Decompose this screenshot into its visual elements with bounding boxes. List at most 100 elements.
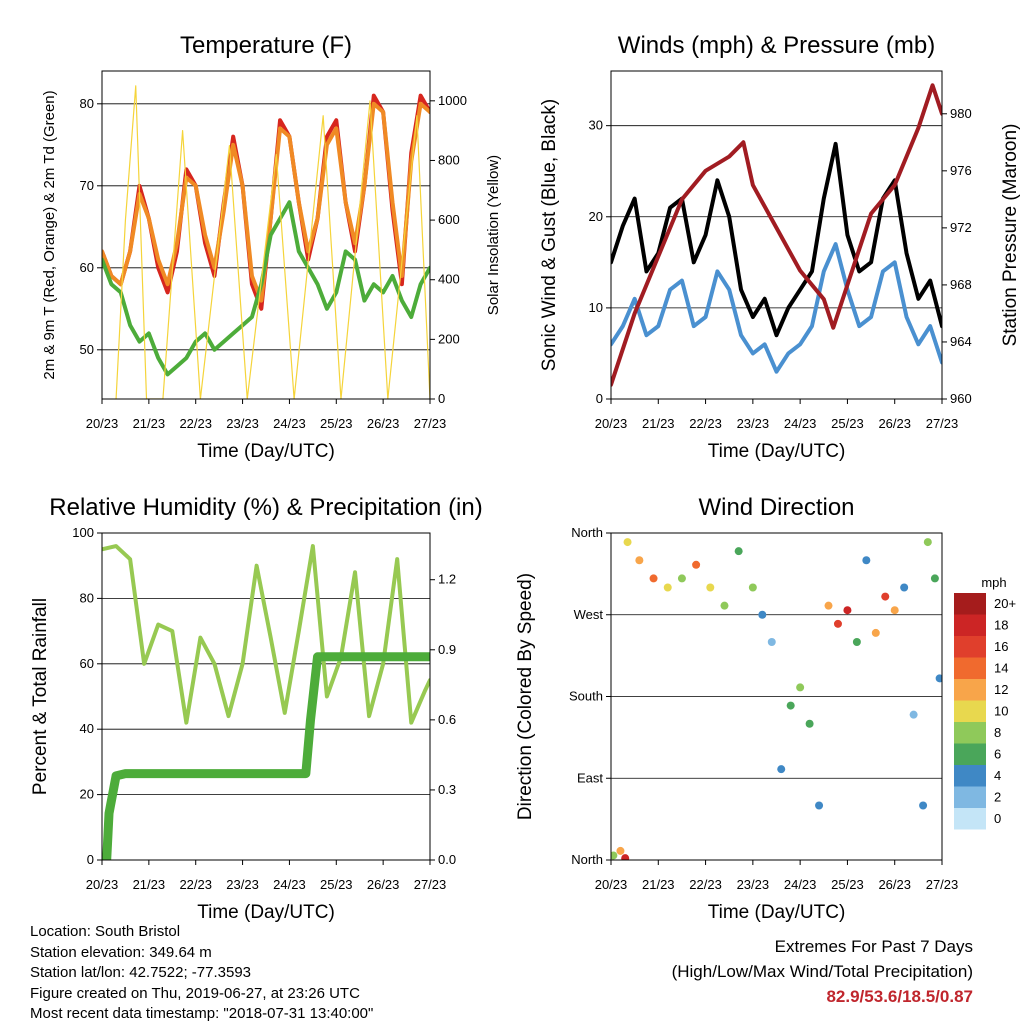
direction-point [815,801,824,810]
direction-point [786,701,795,710]
x-tick-label: 27/23 [414,416,447,431]
extremes-box: Extremes For Past 7 Days (High/Low/Max W… [672,934,973,1009]
y-tick-label: West [574,607,604,622]
y-tick-label: 0 [87,852,94,867]
x-tick-label: 24/23 [273,416,306,431]
direction-point [843,606,852,615]
direction-point [923,538,932,547]
legend-swatch [954,614,986,636]
y-tick-label: 20 [589,209,603,224]
x-tick-label: 22/23 [689,877,722,892]
series-group [611,83,942,387]
chart-panel-1: Winds (mph) & Pressure (mb) 0 10 20 30 960 964… [539,32,1021,462]
chart-title: Wind Direction [698,494,854,521]
y2-axis-label: Station Pressure (Maroon) [1000,124,1021,347]
x-tick-label: 20/23 [86,416,119,431]
x-tick-label: 23/23 [737,877,770,892]
y2-tick-label: 200 [438,331,460,346]
chart-panel-2: Relative Humidity (%) & Precipitation (i… [30,494,483,923]
y-tick-label: 30 [589,118,603,133]
direction-point [692,560,701,569]
x-tick-label: 26/23 [878,877,911,892]
x-tick-label: 21/23 [133,877,166,892]
x-tick-label: 23/23 [226,877,259,892]
direction-point [677,574,686,583]
y-axis-label: 2m & 9m T (Red, Orange) & 2m Td (Green) [41,90,58,379]
legend-label: 4 [994,768,1001,783]
series-line-2 [102,200,430,377]
station-location: Location: South Bristol [30,923,181,940]
x-axis-label: Time (Day/UTC) [197,441,335,462]
x-axis-label: Time (Day/UTC) [708,441,846,462]
extremes-subtitle: (High/Low/Max Wind/Total Precipitation) [671,962,973,981]
y-tick-label: 60 [80,260,94,275]
direction-point [881,592,890,601]
direction-point [862,556,871,565]
series-line-0 [102,544,430,725]
chart-title: Relative Humidity (%) & Precipitation (i… [49,494,482,521]
y2-tick-label: 976 [950,163,972,178]
extremes-values: 82.9/53.6/18.5/0.87 [826,987,973,1006]
series-line-2 [611,83,942,387]
y-tick-label: 10 [589,300,603,315]
legend-label: 8 [994,725,1001,740]
extremes-title: Extremes For Past 7 Days [774,937,973,956]
series-line-1 [102,652,430,860]
legend-swatch [954,765,986,787]
direction-point [930,574,939,583]
y2-tick-label: 0.9 [438,642,456,657]
direction-point [909,710,918,719]
direction-point [805,719,814,728]
x-tick-label: 23/23 [737,416,770,431]
x-tick-label: 21/23 [133,416,166,431]
x-tick-label: 25/23 [320,877,353,892]
y-tick-label: 70 [80,178,94,193]
plot-frame [101,532,431,861]
y2-tick-label: 0 [438,391,445,406]
direction-point [767,638,776,646]
direction-point [833,619,842,628]
x-tick-label: 25/23 [831,416,864,431]
y2-tick-label: 800 [438,152,460,167]
y-tick-label: 0 [596,391,603,406]
figure-created: Figure created on Thu, 2019-06-27, at 23… [30,984,360,1002]
x-tick-label: 20/23 [86,877,119,892]
direction-point [635,556,644,565]
direction-point [611,851,618,860]
legend-swatch [954,722,986,744]
direction-point [649,574,658,583]
direction-point [777,765,786,774]
y2-axis-label: Solar Insolation (Yellow) [485,155,502,315]
x-tick-label: 25/23 [831,877,864,892]
legend-label: 18 [994,618,1008,633]
chart-panel-0: Temperature (F)5060708002004006008001000… [41,32,502,462]
y-tick-label: 80 [80,96,94,111]
station-info: Location: South Bristol Station elevatio… [30,922,373,1025]
x-tick-label: 27/23 [926,416,959,431]
series-group [611,538,942,860]
legend-swatch [954,593,986,615]
direction-point [623,538,632,547]
x-tick-label: 24/23 [784,877,817,892]
y-tick-label: South [569,689,603,704]
series-line-0 [611,141,942,338]
chart-title: Winds (mph) & Pressure (mb) [618,32,935,59]
legend-swatch [954,808,986,830]
y-tick-label: 60 [80,656,94,671]
y-tick-label: 40 [80,721,94,736]
direction-point [919,801,928,810]
direction-point [734,547,743,556]
y-tick-label: 20 [80,787,94,802]
x-axis-label: Time (Day/UTC) [197,902,335,923]
legend-label: 12 [994,682,1008,697]
x-tick-label: 25/23 [320,416,353,431]
direction-point [758,610,767,619]
y2-tick-label: 964 [950,334,972,349]
legend-title: mph [981,575,1006,590]
legend-swatch [954,743,986,765]
direction-point [824,601,833,610]
y-tick-label: 50 [80,342,94,357]
legend-label: 2 [994,790,1001,805]
series-group [102,544,430,860]
